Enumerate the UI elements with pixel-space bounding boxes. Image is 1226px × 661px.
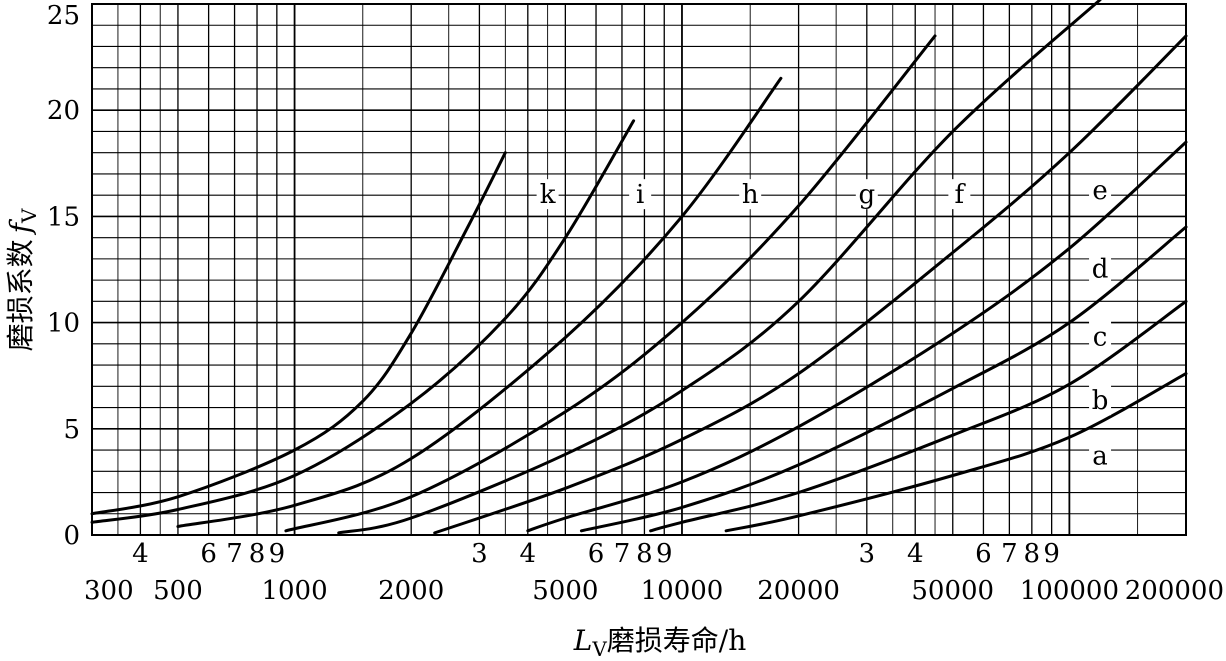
curve-label-a: a — [1092, 441, 1108, 471]
curve-h — [176, 76, 783, 528]
x-minor-tick-label: 9 — [1043, 539, 1060, 569]
x-minor-tick-label: 7 — [1001, 539, 1018, 569]
x-major-tick-label: 300 — [84, 576, 134, 606]
x-minor-tick-label: 6 — [200, 539, 217, 569]
x-minor-tick-label: 4 — [132, 539, 149, 569]
curve-label-k: k — [540, 180, 556, 210]
y-axis-label-main: 磨损系数 — [4, 239, 37, 351]
curve-label-bg-g — [855, 179, 878, 210]
curve-label-bg-k — [536, 179, 559, 210]
curve-labels: k i h g f e d c ba — [536, 174, 1112, 471]
curve-label-bg-i — [629, 179, 652, 210]
curve-label-bg-a — [1089, 440, 1112, 471]
x-minor-tick-label: 7 — [226, 539, 243, 569]
grid — [92, 4, 1186, 535]
y-tick-labels: 0 5 10 15 20 25 — [47, 1, 80, 551]
curve-label-g: g — [858, 180, 875, 210]
y-axis-label: 磨损系数fV — [4, 208, 41, 351]
curve-c — [579, 225, 1188, 533]
curve-label-c: c — [1093, 322, 1108, 352]
plot-frame — [91, 3, 1187, 536]
x-minor-tick-label: 8 — [249, 539, 266, 569]
x-axis-label: LV磨损寿命/h — [573, 624, 747, 661]
x-minor-tick-label: 4 — [907, 539, 924, 569]
curve-label-bg-h — [739, 179, 762, 210]
curve-e — [433, 34, 1188, 535]
curves — [90, 0, 1188, 535]
x-minor-tick-label: 8 — [1024, 539, 1041, 569]
y-axis-label-sub: V — [17, 208, 41, 224]
x-major-tick-label: 2000 — [378, 576, 444, 606]
curve-label-e: e — [1092, 176, 1107, 206]
x-minor-tick-label: 6 — [975, 539, 992, 569]
curve-label-d: d — [1092, 255, 1109, 285]
y-tick-label: 15 — [47, 202, 80, 232]
curve-label-i: i — [636, 180, 644, 210]
y-tick-label: 10 — [47, 309, 80, 339]
x-minor-tick-label: 6 — [588, 539, 605, 569]
curve-label-h: h — [742, 180, 759, 210]
curve-b — [649, 299, 1188, 533]
x-major-tick-label: 10000 — [641, 576, 724, 606]
x-major-tick-label: 1000 — [261, 576, 327, 606]
curve-f — [337, 0, 1102, 535]
curve-label-bg-f — [948, 179, 971, 210]
y-tick-label: 0 — [63, 521, 80, 551]
x-minor-tick-label: 9 — [656, 539, 673, 569]
x-major-tick-label: 500 — [153, 576, 203, 606]
x-axis-label-main: 磨损寿命/h — [607, 624, 746, 657]
x-minor-tick-label: 8 — [636, 539, 653, 569]
curve-k — [90, 151, 507, 516]
curve-i — [90, 119, 636, 524]
x-major-tick-label: 5000 — [532, 576, 598, 606]
x-major-tick-label: 20000 — [757, 576, 840, 606]
y-tick-label: 5 — [63, 415, 80, 445]
x-major-tick-label: 200000 — [1125, 576, 1224, 606]
curve-label-bg-c — [1089, 321, 1112, 352]
curve-g — [284, 34, 937, 533]
curve-label-bg-d — [1089, 253, 1112, 284]
y-tick-label: 20 — [47, 96, 80, 126]
x-minor-tick-label: 4 — [520, 539, 537, 569]
x-minor-tick-label: 3 — [471, 539, 488, 569]
x-major-tick-label: 50000 — [911, 576, 994, 606]
curve-d — [526, 140, 1188, 533]
y-tick-label: 25 — [47, 1, 80, 31]
x-axis-label-symbol: L — [573, 624, 593, 657]
curve-label-b: b — [1092, 386, 1109, 416]
x-major-tick-label: 100000 — [1020, 576, 1119, 606]
x-major-tick-labels: 300 500 1000 2000 5000 10000 20000 50000 100000 2… — [84, 576, 1224, 606]
curve-label-bg-b — [1089, 385, 1112, 416]
x-minor-tick-label: 3 — [859, 539, 876, 569]
curve-label-f: f — [955, 180, 967, 210]
x-minor-tick-label: 7 — [614, 539, 631, 569]
x-axis-label-sub: V — [591, 637, 607, 661]
curve-a — [724, 372, 1188, 533]
curve-label-bg-e — [1089, 174, 1112, 205]
x-minor-tick-label: 9 — [269, 539, 286, 569]
